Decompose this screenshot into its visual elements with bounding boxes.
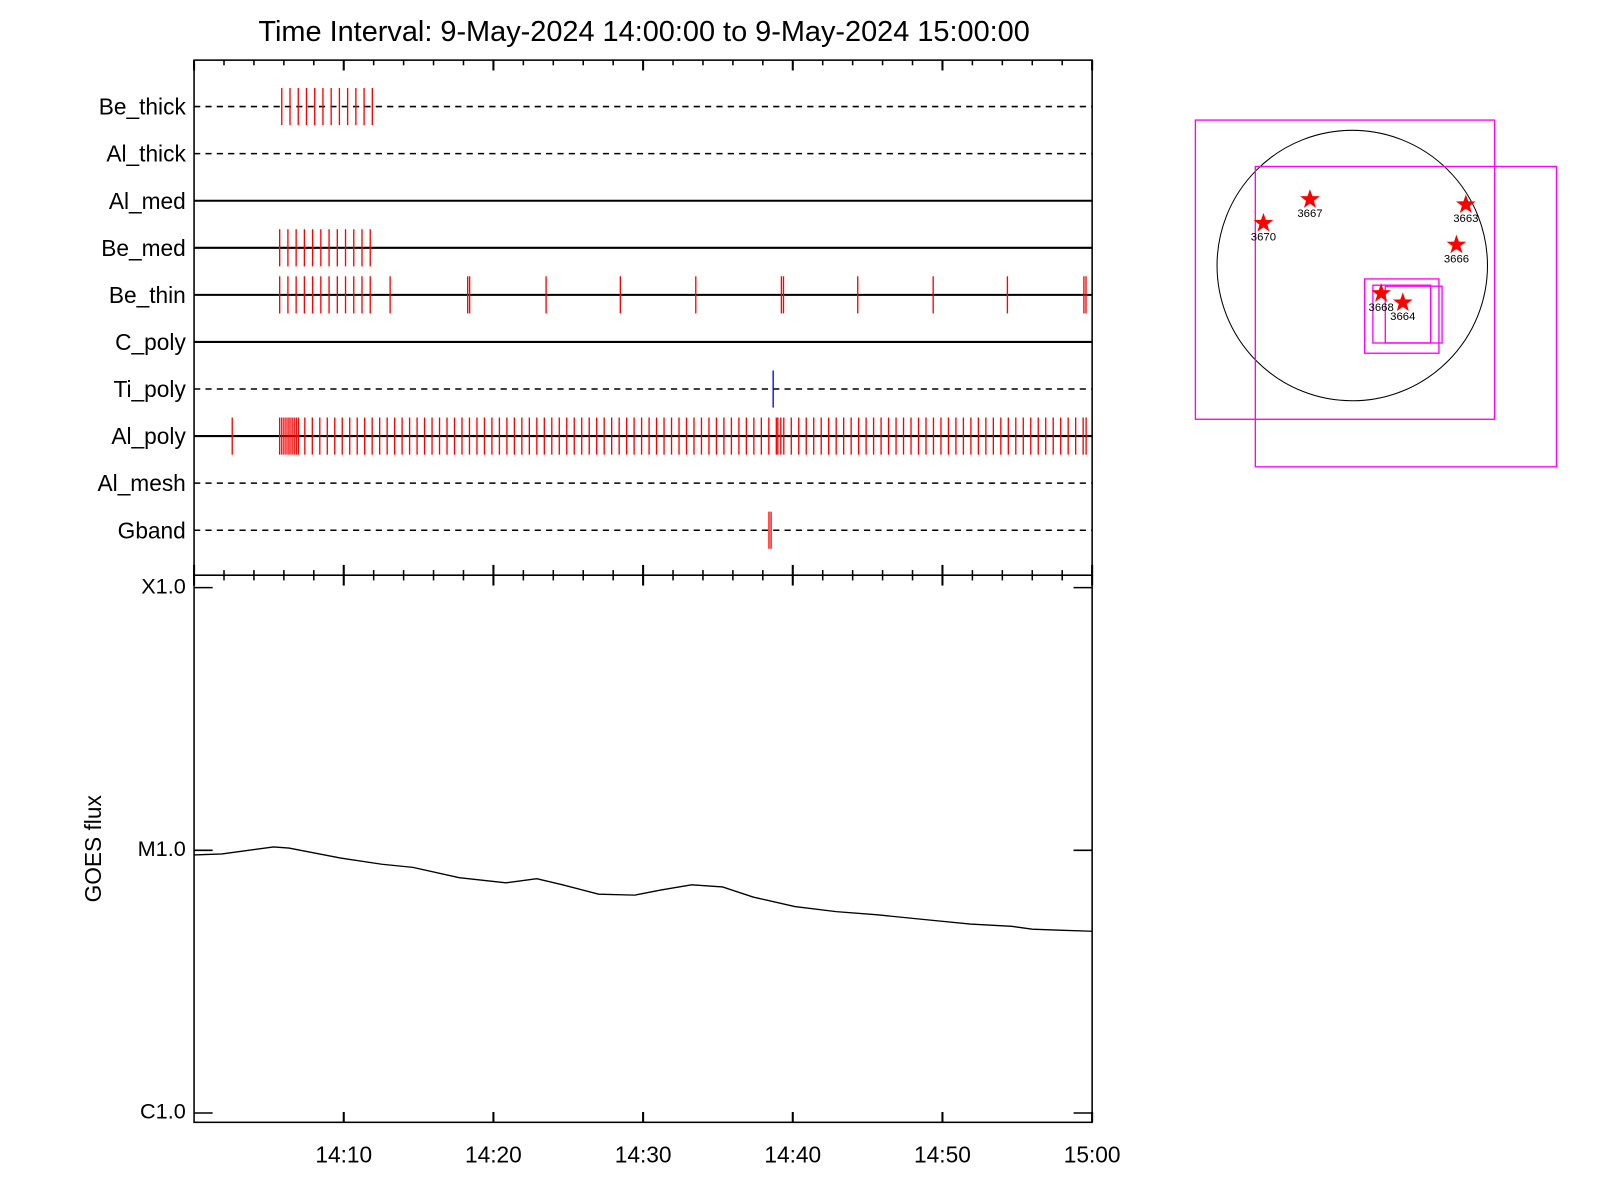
- flux-line: [194, 846, 1093, 932]
- region-label: 3668: [1369, 302, 1394, 314]
- channel-label: C_poly: [115, 329, 186, 355]
- region-label: 3666: [1444, 253, 1469, 265]
- y-tick-label: M1.0: [138, 836, 186, 861]
- x-tick-label: 14:30: [615, 1141, 672, 1167]
- fov-box: [1384, 285, 1443, 344]
- region-marker: [1392, 292, 1413, 312]
- channel-label: Be_thick: [99, 94, 187, 120]
- region-marker: [1446, 234, 1467, 254]
- y-tick-label: C1.0: [140, 1099, 186, 1124]
- x-tick-label: 14:20: [465, 1141, 522, 1167]
- x-tick-label: 14:10: [315, 1141, 372, 1167]
- channel-label: Al_med: [109, 188, 186, 214]
- solar-disk: [1216, 129, 1488, 402]
- x-tick-label: 14:50: [914, 1141, 971, 1167]
- region-marker: [1253, 212, 1274, 232]
- channel-label: Gband: [118, 517, 186, 543]
- region-label: 3667: [1297, 208, 1322, 220]
- channel-label: Al_thick: [106, 141, 186, 167]
- channel-label: Ti_poly: [114, 376, 187, 402]
- channel-label: Al_mesh: [98, 470, 186, 496]
- x-tick-label: 14:40: [764, 1141, 821, 1167]
- region-marker: [1300, 189, 1320, 208]
- region-label: 3663: [1453, 213, 1478, 225]
- region-label: 3664: [1390, 311, 1415, 323]
- y-axis-label: GOES flux: [80, 795, 106, 903]
- fov-box: [1363, 278, 1440, 354]
- x-tick-label: 15:00: [1064, 1141, 1121, 1167]
- y-tick-label: X1.0: [141, 573, 186, 598]
- region-marker: [1371, 283, 1391, 302]
- fov-box: [1194, 119, 1496, 420]
- chart-title: Time Interval: 9-May-2024 14:00:00 to 9-…: [258, 16, 1029, 48]
- channel-label: Al_poly: [111, 423, 186, 449]
- channel-label: Be_thin: [109, 282, 186, 308]
- region-marker: [1456, 194, 1476, 214]
- channel-label: Be_med: [101, 235, 186, 261]
- region-label: 3670: [1251, 232, 1276, 244]
- fov-box: [1254, 165, 1558, 468]
